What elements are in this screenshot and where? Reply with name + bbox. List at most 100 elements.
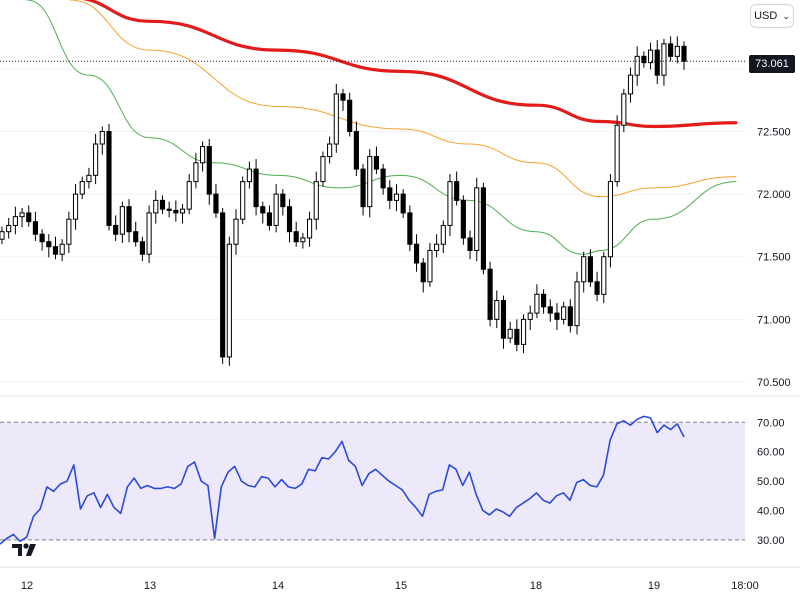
candle (614, 115, 620, 187)
candle (454, 171, 460, 206)
candle (507, 321, 513, 344)
candle (587, 249, 593, 287)
candle (520, 314, 527, 354)
time-tick-label: 15 (395, 580, 407, 592)
candle (220, 207, 226, 364)
rsi-tick-label: 60.00 (757, 447, 785, 459)
candle (601, 251, 607, 304)
candle (320, 151, 326, 187)
rsi-line (0, 415, 685, 545)
candle (681, 41, 687, 71)
candle (380, 164, 386, 195)
candle (66, 211, 72, 253)
price-tick-label: 71.000 (757, 314, 791, 326)
candle (32, 211, 39, 242)
candle (327, 136, 333, 164)
candle (300, 232, 306, 249)
price-tick-label: 72.000 (757, 189, 791, 201)
time-tick-label: 14 (272, 580, 284, 592)
candle (306, 211, 313, 247)
candle (39, 229, 45, 251)
rsi-tick-label: 30.00 (757, 535, 785, 547)
currency-selector[interactable]: USD ⌄ (750, 4, 794, 28)
candle (206, 139, 212, 205)
candle (627, 67, 634, 103)
time-tick-label: 18 (530, 580, 542, 592)
candle (467, 230, 473, 260)
price-tick-label: 70.500 (757, 377, 791, 389)
candle (353, 121, 359, 176)
candle (434, 234, 440, 258)
rsi-tick-label: 70.00 (757, 417, 785, 429)
candle (273, 184, 279, 233)
candlestick-series (0, 36, 745, 366)
candle (246, 161, 252, 189)
candle (413, 234, 420, 272)
candle (233, 209, 239, 255)
candle (133, 221, 139, 247)
candle (393, 184, 400, 212)
candle (293, 221, 299, 247)
candle (347, 92, 353, 137)
candle (186, 174, 192, 215)
candle (647, 42, 654, 70)
candle (447, 174, 453, 237)
candle (200, 141, 206, 172)
axes: 73.00072.50072.00071.50071.00070.50070.0… (21, 64, 791, 592)
candle (594, 271, 600, 302)
candle (79, 176, 85, 200)
candle (280, 189, 286, 216)
candle (567, 299, 573, 333)
candle (313, 171, 319, 230)
candle (420, 257, 426, 293)
candle (400, 189, 406, 218)
candle (460, 195, 466, 245)
candle (480, 182, 486, 275)
tradingview-logo-icon (12, 543, 36, 556)
candle (106, 123, 112, 231)
candle (166, 201, 172, 218)
candle (126, 199, 132, 243)
rsi-band (0, 421, 745, 541)
candle (139, 236, 145, 262)
candle (427, 242, 433, 287)
candle (6, 217, 12, 239)
candle (654, 40, 660, 84)
moving-average-green (26, 0, 737, 255)
candle (253, 159, 259, 216)
candle (674, 36, 680, 64)
candle (153, 190, 159, 224)
candle (360, 164, 366, 216)
candle (119, 201, 125, 243)
candle (581, 251, 587, 293)
time-tick-label: 18:00 (731, 580, 759, 592)
main-pane-grid (0, 68, 800, 568)
candle (146, 205, 152, 264)
candle (621, 88, 627, 133)
candle (159, 195, 166, 215)
candle (487, 261, 493, 327)
candle (561, 301, 567, 325)
candle (607, 174, 614, 268)
candle (494, 290, 500, 329)
candle (240, 176, 246, 225)
rsi-tick-label: 50.00 (757, 476, 785, 488)
moving-averages (26, 0, 738, 255)
candle (387, 180, 393, 210)
candle (226, 236, 232, 366)
candle (86, 167, 92, 189)
candle (213, 184, 219, 218)
time-tick-label: 13 (144, 580, 156, 592)
candle (59, 239, 65, 262)
candle (527, 305, 533, 331)
currency-label: USD (754, 10, 778, 22)
candle (514, 319, 520, 352)
candle (46, 234, 52, 258)
candle (333, 83, 339, 153)
candle (179, 204, 186, 224)
candle (474, 177, 480, 262)
candle (52, 236, 59, 260)
candle (286, 199, 293, 243)
candle (534, 284, 540, 319)
